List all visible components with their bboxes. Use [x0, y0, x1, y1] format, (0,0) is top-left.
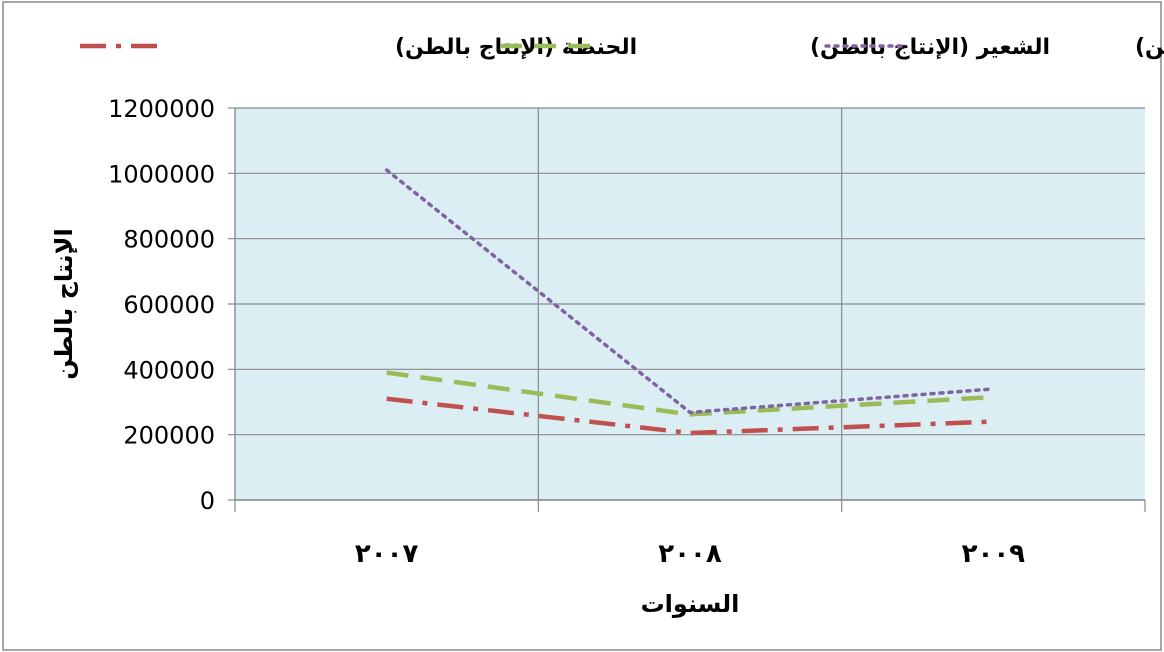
- x-tick-label: ٢٠٠٧: [355, 539, 419, 569]
- series-line: [386, 370, 994, 417]
- series-line: [384, 168, 996, 415]
- x-tick-label: ٢٠٠٨: [658, 539, 722, 569]
- y-tick-label: 1200000: [108, 95, 215, 123]
- y-tick-label: 800000: [123, 226, 215, 254]
- legend-label: الذرة الصفراء(الإنتاج بالطن): [1135, 35, 1164, 60]
- legend: الحنطة (الإنتاج بالطن)الشعير (الإنتاج با…: [80, 35, 1164, 60]
- y-tick-label: 0: [200, 487, 215, 515]
- y-tick-label: 600000: [123, 291, 215, 319]
- legend-label: الشعير (الإنتاج بالطن): [810, 35, 1050, 60]
- x-tick-label: ٢٠٠٩: [962, 539, 1026, 569]
- y-axis-title: الإنتاج بالطن: [50, 228, 78, 380]
- y-tick-label: 400000: [123, 356, 215, 384]
- grid-lines: [235, 107, 1145, 501]
- series-lines: [384, 168, 996, 436]
- x-axis-title: السنوات: [641, 590, 740, 618]
- y-tick-label: 200000: [123, 422, 215, 450]
- y-tick-label: 1000000: [108, 160, 215, 188]
- axes: 0 200000 400000 600000 800000 1000000 1200000 ٢…: [108, 95, 1146, 569]
